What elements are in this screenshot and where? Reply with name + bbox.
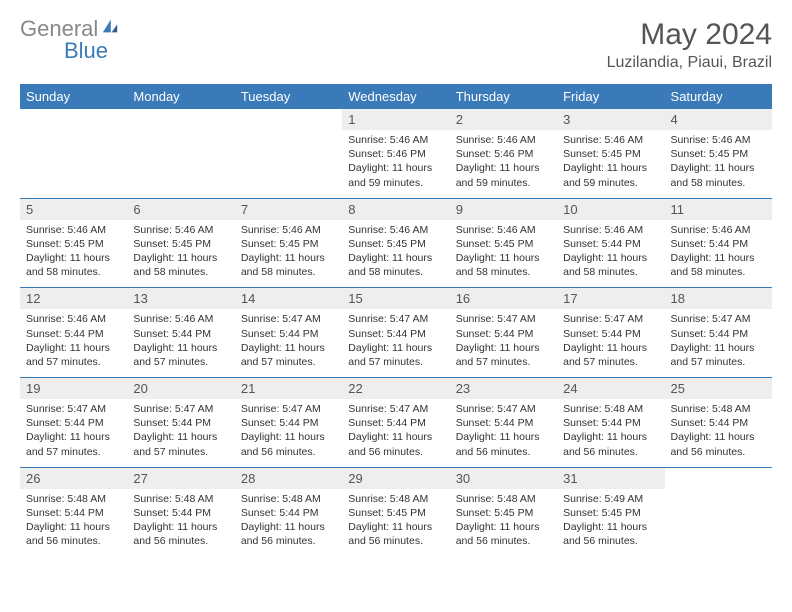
day-detail: Sunrise: 5:46 AMSunset: 5:44 PMDaylight:… bbox=[127, 309, 234, 377]
day-detail: Sunrise: 5:47 AMSunset: 5:44 PMDaylight:… bbox=[450, 309, 557, 377]
day-number-row: 262728293031 bbox=[20, 468, 772, 489]
day-number: 2 bbox=[450, 109, 557, 130]
day-number: 22 bbox=[342, 378, 449, 399]
day-detail bbox=[665, 489, 772, 557]
day-detail: Sunrise: 5:48 AMSunset: 5:44 PMDaylight:… bbox=[557, 399, 664, 467]
day-number-row: 12131415161718 bbox=[20, 288, 772, 309]
day-number: 31 bbox=[557, 468, 664, 489]
day-detail: Sunrise: 5:47 AMSunset: 5:44 PMDaylight:… bbox=[127, 399, 234, 467]
day-detail: Sunrise: 5:48 AMSunset: 5:45 PMDaylight:… bbox=[450, 489, 557, 557]
day-detail: Sunrise: 5:46 AMSunset: 5:45 PMDaylight:… bbox=[127, 220, 234, 288]
day-number bbox=[235, 109, 342, 130]
day-number-row: 567891011 bbox=[20, 199, 772, 220]
calendar-body: 1234Sunrise: 5:46 AMSunset: 5:46 PMDayli… bbox=[20, 109, 772, 556]
day-number: 17 bbox=[557, 288, 664, 309]
day-number: 25 bbox=[665, 378, 772, 399]
day-detail: Sunrise: 5:46 AMSunset: 5:44 PMDaylight:… bbox=[665, 220, 772, 288]
day-number: 7 bbox=[235, 199, 342, 220]
day-detail: Sunrise: 5:47 AMSunset: 5:44 PMDaylight:… bbox=[235, 309, 342, 377]
day-number bbox=[127, 109, 234, 130]
day-detail bbox=[235, 130, 342, 198]
day-number: 1 bbox=[342, 109, 449, 130]
day-detail-row: Sunrise: 5:48 AMSunset: 5:44 PMDaylight:… bbox=[20, 489, 772, 557]
day-number: 16 bbox=[450, 288, 557, 309]
day-detail-row: Sunrise: 5:47 AMSunset: 5:44 PMDaylight:… bbox=[20, 399, 772, 467]
day-number: 20 bbox=[127, 378, 234, 399]
logo-text-blue: Blue bbox=[20, 38, 108, 63]
day-number: 27 bbox=[127, 468, 234, 489]
logo: GeneralBlue bbox=[20, 18, 120, 62]
day-header: Saturday bbox=[665, 84, 772, 109]
day-detail: Sunrise: 5:48 AMSunset: 5:44 PMDaylight:… bbox=[235, 489, 342, 557]
day-detail bbox=[20, 130, 127, 198]
day-number: 10 bbox=[557, 199, 664, 220]
day-number: 19 bbox=[20, 378, 127, 399]
day-detail: Sunrise: 5:46 AMSunset: 5:44 PMDaylight:… bbox=[557, 220, 664, 288]
day-detail: Sunrise: 5:46 AMSunset: 5:45 PMDaylight:… bbox=[450, 220, 557, 288]
logo-sail-icon bbox=[100, 18, 120, 38]
day-detail: Sunrise: 5:46 AMSunset: 5:45 PMDaylight:… bbox=[665, 130, 772, 198]
day-number: 21 bbox=[235, 378, 342, 399]
day-header: Friday bbox=[557, 84, 664, 109]
day-detail: Sunrise: 5:46 AMSunset: 5:45 PMDaylight:… bbox=[235, 220, 342, 288]
day-detail: Sunrise: 5:46 AMSunset: 5:45 PMDaylight:… bbox=[557, 130, 664, 198]
day-number: 13 bbox=[127, 288, 234, 309]
day-number: 28 bbox=[235, 468, 342, 489]
day-number: 5 bbox=[20, 199, 127, 220]
day-number-row: 1234 bbox=[20, 109, 772, 130]
day-number: 29 bbox=[342, 468, 449, 489]
day-number: 6 bbox=[127, 199, 234, 220]
day-detail: Sunrise: 5:47 AMSunset: 5:44 PMDaylight:… bbox=[20, 399, 127, 467]
day-header: Monday bbox=[127, 84, 234, 109]
month-title: May 2024 bbox=[607, 18, 772, 52]
header: GeneralBlue May 2024 Luzilandia, Piaui, … bbox=[20, 18, 772, 72]
day-number-row: 19202122232425 bbox=[20, 378, 772, 399]
day-detail-row: Sunrise: 5:46 AMSunset: 5:44 PMDaylight:… bbox=[20, 309, 772, 377]
day-number: 3 bbox=[557, 109, 664, 130]
day-number: 9 bbox=[450, 199, 557, 220]
day-number: 30 bbox=[450, 468, 557, 489]
location: Luzilandia, Piaui, Brazil bbox=[607, 54, 772, 72]
day-header-row: Sunday Monday Tuesday Wednesday Thursday… bbox=[20, 84, 772, 109]
calendar-table: Sunday Monday Tuesday Wednesday Thursday… bbox=[20, 84, 772, 556]
day-number: 14 bbox=[235, 288, 342, 309]
day-number: 24 bbox=[557, 378, 664, 399]
day-number: 4 bbox=[665, 109, 772, 130]
day-number bbox=[665, 468, 772, 489]
title-block: May 2024 Luzilandia, Piaui, Brazil bbox=[607, 18, 772, 72]
day-detail: Sunrise: 5:47 AMSunset: 5:44 PMDaylight:… bbox=[450, 399, 557, 467]
day-detail: Sunrise: 5:46 AMSunset: 5:46 PMDaylight:… bbox=[342, 130, 449, 198]
day-detail: Sunrise: 5:48 AMSunset: 5:44 PMDaylight:… bbox=[665, 399, 772, 467]
day-header: Thursday bbox=[450, 84, 557, 109]
day-detail: Sunrise: 5:46 AMSunset: 5:46 PMDaylight:… bbox=[450, 130, 557, 198]
day-detail: Sunrise: 5:47 AMSunset: 5:44 PMDaylight:… bbox=[235, 399, 342, 467]
day-detail-row: Sunrise: 5:46 AMSunset: 5:46 PMDaylight:… bbox=[20, 130, 772, 198]
day-number: 8 bbox=[342, 199, 449, 220]
day-detail: Sunrise: 5:47 AMSunset: 5:44 PMDaylight:… bbox=[342, 309, 449, 377]
day-number: 26 bbox=[20, 468, 127, 489]
day-number: 23 bbox=[450, 378, 557, 399]
day-detail-row: Sunrise: 5:46 AMSunset: 5:45 PMDaylight:… bbox=[20, 220, 772, 288]
day-detail bbox=[127, 130, 234, 198]
day-detail: Sunrise: 5:46 AMSunset: 5:44 PMDaylight:… bbox=[20, 309, 127, 377]
day-detail: Sunrise: 5:47 AMSunset: 5:44 PMDaylight:… bbox=[342, 399, 449, 467]
day-header: Wednesday bbox=[342, 84, 449, 109]
day-detail: Sunrise: 5:48 AMSunset: 5:44 PMDaylight:… bbox=[127, 489, 234, 557]
day-header: Sunday bbox=[20, 84, 127, 109]
day-detail: Sunrise: 5:46 AMSunset: 5:45 PMDaylight:… bbox=[20, 220, 127, 288]
day-detail: Sunrise: 5:47 AMSunset: 5:44 PMDaylight:… bbox=[665, 309, 772, 377]
day-detail: Sunrise: 5:49 AMSunset: 5:45 PMDaylight:… bbox=[557, 489, 664, 557]
day-detail: Sunrise: 5:46 AMSunset: 5:45 PMDaylight:… bbox=[342, 220, 449, 288]
day-number: 18 bbox=[665, 288, 772, 309]
day-detail: Sunrise: 5:48 AMSunset: 5:45 PMDaylight:… bbox=[342, 489, 449, 557]
day-number bbox=[20, 109, 127, 130]
day-detail: Sunrise: 5:47 AMSunset: 5:44 PMDaylight:… bbox=[557, 309, 664, 377]
day-number: 12 bbox=[20, 288, 127, 309]
day-header: Tuesday bbox=[235, 84, 342, 109]
day-number: 11 bbox=[665, 199, 772, 220]
day-number: 15 bbox=[342, 288, 449, 309]
day-detail: Sunrise: 5:48 AMSunset: 5:44 PMDaylight:… bbox=[20, 489, 127, 557]
